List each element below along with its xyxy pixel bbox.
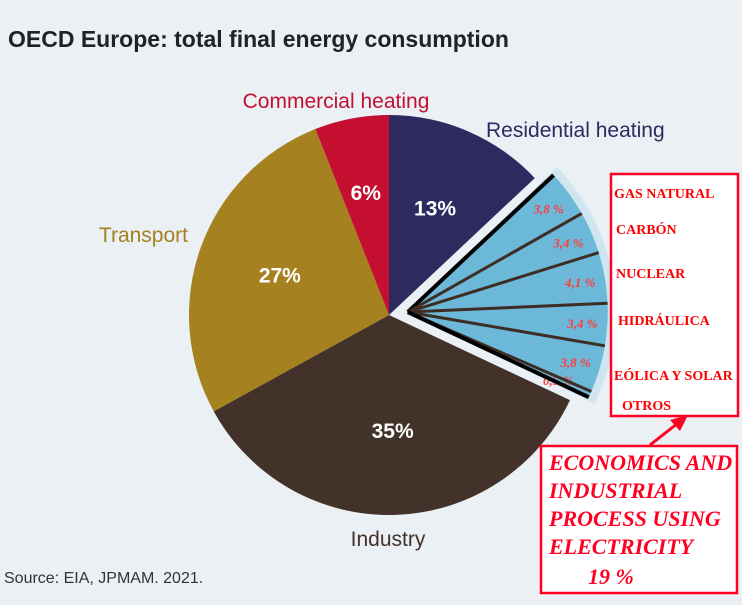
- slice-percent-label: 13%: [414, 198, 456, 221]
- breakdown-pct-label: 3,8 %: [533, 201, 565, 216]
- breakdown-divider: [407, 251, 600, 314]
- breakdown-pct-label: 3,4 %: [566, 316, 598, 331]
- legend-item: CARBÓN: [616, 221, 677, 238]
- arrow-head: [670, 415, 688, 431]
- source-note: Source: EIA, JPMAM. 2021.: [4, 570, 203, 587]
- breakdown-pct-label: 3,4 %: [552, 236, 584, 251]
- annotation-line: INDUSTRIAL: [548, 478, 682, 503]
- breakdown-divider: [407, 212, 583, 314]
- slice-percent-label: 27%: [259, 265, 301, 288]
- breakdown-divider: [406, 173, 555, 314]
- breakdown-pct-label: 4,1 %: [564, 275, 596, 290]
- slice-percent-label: 6%: [351, 182, 382, 205]
- pie-slice-commercial-heating: [315, 115, 389, 315]
- slice-name-label: Industry: [351, 528, 426, 551]
- pie-slice-residential-heating: [389, 115, 535, 315]
- legend-item: GAS NATURAL: [614, 187, 714, 202]
- breakdown-pct-label: 0,5 %: [543, 373, 574, 388]
- slice-name-label: Transport: [99, 224, 188, 247]
- legend-item: EÓLICA Y SOLAR: [614, 367, 734, 384]
- breakdown-divider: [407, 301, 608, 314]
- legend-box: [609, 172, 740, 418]
- annotation-box: [539, 444, 739, 595]
- pie-slice-industry: [213, 315, 570, 515]
- arrow-line: [649, 421, 679, 447]
- slice-name-label: Commercial heating: [243, 90, 430, 113]
- legend-item: OTROS: [622, 399, 671, 414]
- breakdown-divider: [407, 310, 606, 348]
- annotation-line: ECONOMICS AND: [548, 450, 732, 475]
- chart-title: OECD Europe: total final energy consumpt…: [8, 26, 509, 52]
- legend-item: NUCLEAR: [616, 267, 686, 282]
- breakdown-pct-label: 3,8 %: [559, 355, 591, 370]
- annotation-line: ELECTRICITY: [548, 534, 696, 559]
- legend-item: HIDRÁULICA: [618, 312, 711, 329]
- annotation-line: PROCESS USING: [548, 506, 721, 531]
- pie-slice-transport: [189, 129, 389, 412]
- breakdown-divider: [406, 310, 590, 399]
- slice-name-label: Residential heating: [486, 119, 665, 142]
- slice-percent-label: 35%: [372, 420, 414, 443]
- annotation-value: 19 %: [588, 564, 634, 589]
- pie-slice-electricity: [407, 175, 608, 398]
